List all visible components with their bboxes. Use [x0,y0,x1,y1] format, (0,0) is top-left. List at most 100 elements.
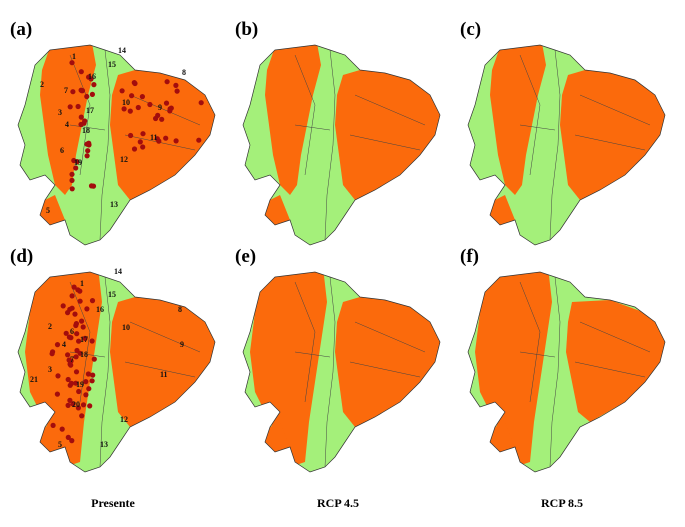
region-label: 7 [70,355,74,364]
occurrence-point [73,321,79,327]
occurrence-point [153,115,159,122]
occurrence-point [128,132,134,139]
occurrence-point [91,356,97,362]
occurrence-point [173,138,179,144]
occurrence-point [198,100,204,106]
occurrence-point [65,376,71,383]
occurrence-point [78,121,84,128]
region-label: 16 [96,305,104,314]
region-label: 12 [120,415,128,424]
occurrence-point [83,379,89,385]
region-label: 5 [58,440,62,449]
region-label: 13 [110,200,118,209]
region-label: 4 [62,340,66,349]
province-borders [69,276,201,468]
map-panel: (b) [235,19,441,246]
occurrence-point [137,139,143,145]
region-label: 3 [48,365,52,374]
suitable-west [265,45,321,195]
occurrence-point [78,69,84,75]
occurrence-point [163,100,170,106]
occurrence-point [65,352,71,358]
region-label: 1 [80,279,84,288]
suitable-east [560,70,665,200]
occurrence-point [89,338,95,344]
region-label: 20 [72,400,80,409]
region-label: 6 [60,146,64,155]
occurrence-point [82,335,88,341]
occurrence-point [80,402,87,408]
column-label: RCP 8.5 [541,496,583,510]
occurrence-point [89,378,95,384]
suitable-area [260,45,440,230]
occurrence-point [131,80,137,86]
province-borders [519,49,651,241]
occurrence-point [73,165,79,171]
occurrence-point [156,138,162,144]
region-label: 17 [80,335,88,344]
region-label: 5 [46,206,50,215]
occurrence-point [55,373,61,379]
occurrence-point [87,403,93,409]
suitable-area [485,45,665,230]
suitable-east [335,70,440,200]
region-label: 19 [74,158,82,167]
occurrence-point [80,324,86,330]
region-label: 8 [178,305,182,314]
occurrence-point [78,114,84,120]
region-label: 13 [100,440,108,449]
map-panel: (f) [460,246,666,473]
province-borders [69,49,201,241]
occurrence-point [73,354,79,360]
occurrence-point [50,422,56,428]
occurrence-point [82,118,88,124]
occurrence-point [69,293,75,299]
region-label: 11 [150,133,158,142]
occurrence-point [65,434,71,440]
occurrence-point [76,338,82,344]
occurrence-point [70,401,76,407]
occurrence-point [163,135,169,141]
region-label: 4 [65,120,69,129]
region-label: 19 [76,380,84,389]
occurrence-point [75,103,81,110]
panel-label: (e) [235,246,256,267]
suitable-east [566,300,665,422]
province-borders [519,276,651,468]
occurrence-point [129,93,135,99]
region-label: 1 [72,52,76,61]
occurrence-point [72,311,78,317]
region-label: 12 [120,155,128,164]
occurrence-point [69,177,75,183]
occurrence-point [76,388,82,395]
region-label: 21 [30,375,38,384]
occurrence-point [65,310,71,316]
occurrence-point [63,330,69,336]
province-borders [294,49,426,241]
occurrence-point [121,106,127,112]
occurrence-point [140,144,146,150]
occurrence-point [54,391,61,397]
map-panel: (c) [460,19,666,246]
occurrence-point [89,298,96,304]
panel-label: (f) [460,246,479,267]
panel-label: (d) [10,246,33,267]
occurrence-point [85,371,91,377]
suitable-west [40,45,96,195]
occurrence-point [147,101,153,108]
region-label: 9 [158,103,162,112]
occurrence-point [75,405,81,411]
region-label: 2 [40,80,44,89]
occurrence-point [140,131,146,137]
occurrence-point [73,369,80,375]
occurrence-point [69,171,75,177]
region-label: 3 [58,108,62,117]
suitable-west [490,45,546,195]
occurrence-point [69,186,75,192]
suitable-east [110,297,215,427]
occurrence-point [164,79,170,85]
occurrence-point [83,392,89,398]
region-label: 18 [82,126,90,135]
